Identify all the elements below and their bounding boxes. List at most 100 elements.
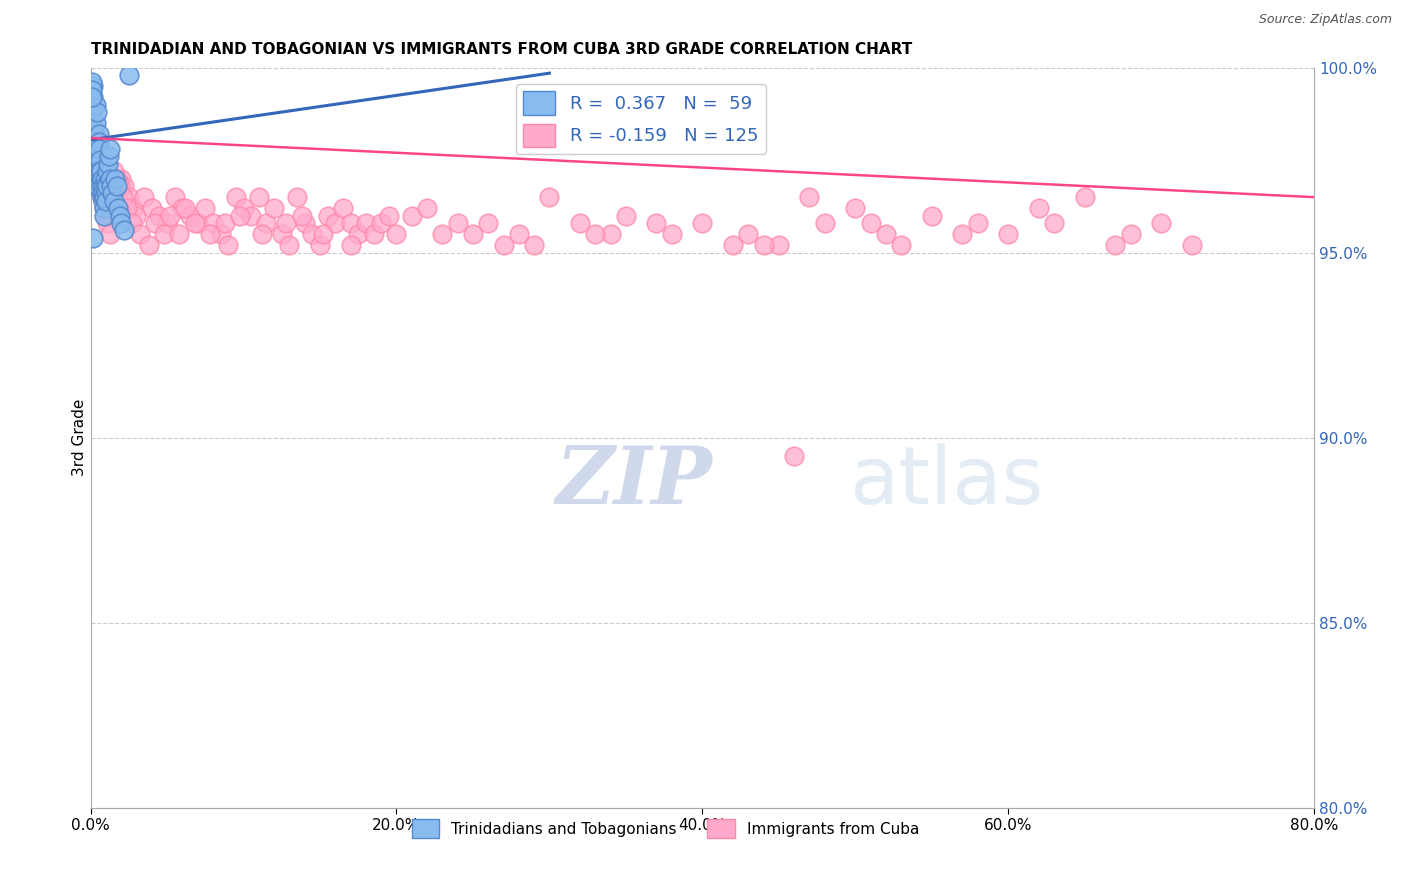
Point [89, 164, 111, 178]
Point [179, 209, 201, 223]
Point [583, 227, 606, 242]
Point [294, 216, 316, 230]
Point [96, 216, 118, 230]
Point [93, 201, 115, 215]
Point [316, 209, 339, 223]
Point [198, 227, 221, 242]
Point [752, 238, 775, 252]
Point [83, 128, 105, 142]
Point [187, 216, 209, 230]
Point [93, 190, 115, 204]
Point [163, 190, 186, 204]
Point [90, 164, 112, 178]
Point [276, 216, 298, 230]
Point [799, 190, 821, 204]
Point [83, 153, 105, 168]
Point [82, 90, 104, 104]
Point [214, 216, 236, 230]
Point [447, 216, 470, 230]
Point [100, 179, 122, 194]
Point [950, 227, 973, 242]
Point [87, 179, 110, 194]
Point [93, 190, 115, 204]
Point [416, 201, 439, 215]
Point [378, 209, 401, 223]
Point [91, 171, 114, 186]
Point [148, 209, 170, 223]
Point [240, 209, 263, 223]
Point [110, 171, 132, 186]
Point [278, 238, 301, 252]
Point [209, 227, 232, 242]
Point [121, 216, 143, 230]
Point [183, 216, 205, 230]
Point [98, 142, 121, 156]
Legend: Trinidadians and Tobagonians, Immigrants from Cuba: Trinidadians and Tobagonians, Immigrants… [405, 813, 925, 845]
Point [101, 190, 124, 204]
Point [225, 190, 247, 204]
Point [80, 97, 103, 112]
Point [432, 227, 454, 242]
Point [107, 201, 129, 215]
Point [83, 142, 105, 156]
Point [477, 216, 499, 230]
Point [91, 194, 114, 208]
Point [143, 216, 166, 230]
Point [82, 105, 104, 120]
Point [768, 238, 790, 252]
Point [87, 164, 110, 178]
Point [86, 97, 108, 112]
Point [285, 190, 308, 204]
Point [82, 231, 104, 245]
Point [875, 227, 897, 242]
Point [97, 157, 120, 171]
Point [347, 227, 370, 242]
Point [201, 216, 224, 230]
Text: Source: ZipAtlas.com: Source: ZipAtlas.com [1258, 13, 1392, 27]
Point [84, 153, 107, 168]
Point [86, 105, 108, 120]
Point [1119, 227, 1142, 242]
Point [339, 216, 361, 230]
Point [229, 209, 252, 223]
Point [354, 216, 377, 230]
Point [247, 190, 270, 204]
Point [91, 186, 114, 201]
Point [94, 179, 117, 194]
Point [87, 171, 110, 186]
Point [82, 142, 104, 156]
Point [291, 209, 314, 223]
Y-axis label: 3rd Grade: 3rd Grade [72, 399, 87, 476]
Point [82, 90, 104, 104]
Point [921, 209, 943, 223]
Point [128, 227, 150, 242]
Point [1028, 201, 1050, 215]
Point [84, 171, 107, 186]
Point [104, 201, 127, 215]
Point [508, 227, 530, 242]
Point [80, 75, 103, 89]
Point [363, 227, 385, 242]
Point [153, 227, 176, 242]
Point [692, 216, 714, 230]
Point [1181, 238, 1204, 252]
Point [86, 164, 108, 178]
Point [87, 153, 110, 168]
Point [83, 116, 105, 130]
Point [859, 216, 882, 230]
Point [117, 201, 139, 215]
Point [721, 238, 744, 252]
Point [89, 164, 111, 178]
Point [80, 116, 103, 130]
Point [93, 201, 115, 215]
Point [90, 179, 112, 194]
Point [156, 216, 179, 230]
Point [105, 179, 128, 194]
Point [94, 194, 117, 208]
Point [783, 449, 806, 463]
Point [93, 209, 115, 223]
Point [103, 164, 125, 178]
Point [492, 238, 515, 252]
Point [96, 164, 118, 178]
Point [82, 128, 104, 142]
